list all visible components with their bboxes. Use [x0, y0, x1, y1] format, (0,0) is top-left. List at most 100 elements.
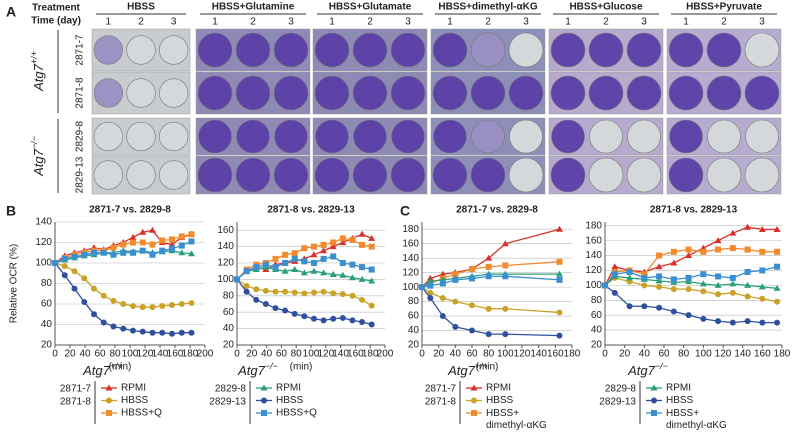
point [502, 262, 509, 269]
legend-label: RPMI [666, 383, 691, 394]
point [349, 261, 356, 268]
point [611, 263, 619, 270]
point [729, 319, 736, 326]
point [744, 281, 752, 288]
x-axis-label: (min) [109, 362, 132, 373]
day-label: 3 [523, 17, 529, 28]
point [339, 271, 347, 278]
point [130, 239, 136, 246]
well [744, 75, 780, 111]
well [626, 75, 662, 111]
well [550, 157, 586, 193]
point [339, 291, 346, 298]
point [759, 295, 766, 302]
x-tick-label: 200 [377, 349, 394, 360]
legend-label: RPMI [121, 383, 146, 394]
day-label: 1 [683, 17, 689, 28]
day-label: 1 [106, 17, 112, 28]
point [320, 317, 327, 324]
point [773, 284, 781, 291]
point [700, 248, 707, 255]
point [469, 275, 475, 282]
point [744, 268, 751, 275]
point [641, 282, 648, 289]
point [234, 276, 240, 283]
point [110, 297, 117, 304]
well [235, 32, 271, 68]
point [253, 264, 260, 271]
point [502, 305, 509, 312]
treatment-header: HBSS+dimethyl-αKG [438, 2, 537, 13]
point [130, 249, 136, 256]
well [197, 157, 233, 193]
point [368, 277, 376, 284]
point [359, 241, 366, 248]
legend-title: Atg7−/− [237, 361, 278, 378]
well [668, 157, 704, 193]
well [470, 32, 506, 68]
point [556, 332, 563, 339]
y-tick-label: 160 [402, 238, 419, 249]
well [353, 119, 387, 154]
well [668, 32, 704, 68]
legend-label: RPMI [486, 383, 511, 394]
x-tick-label: 100 [695, 349, 712, 360]
point [670, 286, 677, 293]
x-tick-label: 120 [317, 349, 334, 360]
day-label: 3 [405, 17, 411, 28]
point [52, 260, 58, 266]
point [300, 269, 308, 276]
legend-superscript: −/− [655, 361, 668, 371]
well [669, 119, 703, 154]
x-tick-label: 20 [619, 349, 631, 360]
point [105, 384, 113, 391]
chart-title: 2871-8 vs. 2829-13 [267, 205, 355, 216]
x-tick-label: 160 [167, 349, 184, 360]
treatment-header: HBSS+Glucose [569, 2, 643, 13]
chart-title: 2871-7 vs. 2829-8 [456, 205, 538, 216]
treatment-header: HBSS+Glutamine [212, 2, 295, 13]
point [100, 249, 107, 256]
point [110, 244, 117, 251]
y-tick-label: 20 [591, 340, 603, 351]
point [427, 282, 434, 289]
point [744, 293, 751, 300]
well [352, 75, 388, 111]
x-tick-label: 120 [137, 349, 154, 360]
point [159, 329, 166, 336]
point [556, 276, 563, 283]
legend-label: HBSS+Q [121, 408, 162, 419]
legend-label-part: dimethyl-αKG [666, 420, 727, 431]
well [432, 75, 468, 111]
point [310, 315, 317, 322]
well [470, 157, 506, 193]
point [149, 226, 156, 233]
point [339, 314, 346, 321]
point [282, 307, 289, 314]
well [433, 119, 467, 154]
y-tick-label: 140 [35, 217, 52, 228]
point [81, 298, 88, 305]
point [626, 303, 633, 310]
x-tick-label: 160 [547, 349, 564, 360]
x-tick-label: 120 [715, 349, 732, 360]
well [626, 32, 662, 68]
well [93, 121, 123, 152]
point [139, 239, 146, 246]
point [253, 286, 260, 293]
point [188, 250, 195, 257]
cell-line-label: 2829-8 [75, 120, 86, 152]
well [588, 157, 624, 193]
point [149, 241, 156, 248]
point [329, 243, 337, 250]
point [272, 288, 279, 295]
point [301, 290, 308, 297]
point [81, 275, 88, 282]
point [330, 239, 337, 246]
point [262, 261, 269, 268]
point [310, 243, 317, 250]
legend-cell-line: 2829-13 [209, 397, 246, 408]
point [330, 253, 337, 260]
legend-label: HBSS+Q [276, 408, 317, 419]
x-axis-label: (min) [290, 362, 313, 373]
